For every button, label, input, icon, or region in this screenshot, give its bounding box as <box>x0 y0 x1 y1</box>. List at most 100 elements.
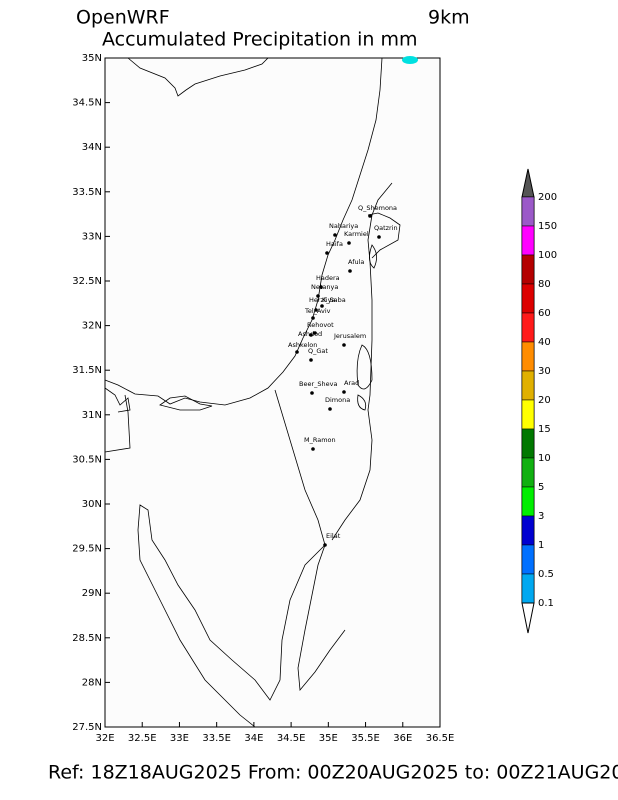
lon-label: 33.5E <box>202 733 231 744</box>
colorbar-arrow-bottom <box>521 602 535 634</box>
title: OpenWRF <box>76 7 170 29</box>
colorbar-segment <box>521 573 535 604</box>
colorbar-label: 15 <box>538 424 551 435</box>
lon-label: 34E <box>244 733 263 744</box>
lon-label: 34.5E <box>277 733 306 744</box>
city-label: Hadera <box>316 274 340 282</box>
city-label: Netanya <box>311 283 338 291</box>
city-dot <box>323 543 327 547</box>
city-dot <box>310 391 314 395</box>
city-dot <box>342 390 346 394</box>
colorbar-segment <box>521 544 535 575</box>
lat-label: 34N <box>82 142 102 153</box>
lon-label: 36E <box>393 733 412 744</box>
city-label: Nahariya <box>329 222 358 230</box>
colorbar-label: 3 <box>538 511 544 522</box>
colorbar-label: 60 <box>538 308 551 319</box>
city-label: Q_Gat <box>308 347 328 355</box>
lat-label: 28.5N <box>72 633 102 644</box>
resolution: 9km <box>428 7 470 29</box>
lon-label: 35.5E <box>351 733 380 744</box>
colorbar-label: 200 <box>538 192 557 203</box>
city-dot <box>348 269 352 273</box>
colorbar-segment <box>521 428 535 459</box>
colorbar-segment <box>521 486 535 517</box>
city-label: K_Saba <box>322 296 346 304</box>
city-label: Jerusalem <box>333 332 366 340</box>
colorbar-arrow-top <box>521 168 535 198</box>
city-label: Qatzrin <box>374 224 398 232</box>
city-dot <box>342 343 346 347</box>
subtitle: Accumulated Precipitation in mm <box>102 29 418 51</box>
colorbar-segment <box>521 312 535 343</box>
precip-area <box>402 56 418 64</box>
lon-label: 32.5E <box>128 733 157 744</box>
city-label: M_Ramon <box>304 436 336 444</box>
lat-label: 27.5N <box>72 722 102 733</box>
city-dot <box>377 235 381 239</box>
colorbar-segment <box>521 399 535 430</box>
lat-label: 31.5N <box>72 365 102 376</box>
city-label: Haifa <box>326 240 343 248</box>
colorbar-label: 100 <box>538 250 557 261</box>
lat-label: 30.5N <box>72 454 102 465</box>
lon-label: 33E <box>170 733 189 744</box>
lat-label: 33N <box>82 231 102 242</box>
lat-label: 35N <box>82 53 102 64</box>
city-dot <box>368 214 372 218</box>
colorbar-label: 80 <box>538 279 551 290</box>
lat-label: 29N <box>82 588 102 599</box>
city-label: Beer_Sheva <box>299 380 337 388</box>
colorbar-segment <box>521 283 535 314</box>
city-dot <box>311 316 315 320</box>
colorbar-segment <box>521 196 535 227</box>
map-frame <box>104 57 441 728</box>
lat-label: 31N <box>82 410 102 421</box>
city-label: Rehovot <box>307 321 334 329</box>
colorbar-segment <box>521 457 535 488</box>
colorbar-label: 20 <box>538 395 551 406</box>
lat-label: 28N <box>82 677 102 688</box>
lat-label: 33.5N <box>72 187 102 198</box>
city-label: Herzliya <box>309 296 335 304</box>
city-dot <box>309 358 313 362</box>
colorbar-segment <box>521 515 535 546</box>
city-dot <box>313 331 317 335</box>
city-dot <box>328 407 332 411</box>
city-label: Karmiel <box>344 230 369 238</box>
colorbar-label: 5 <box>538 482 544 493</box>
lat-label: 29.5N <box>72 544 102 555</box>
city-dot <box>320 304 324 308</box>
city-dot <box>314 308 318 312</box>
colorbar-label: 40 <box>538 337 551 348</box>
colorbar-label: 0.5 <box>538 569 554 580</box>
city-label: Eilat <box>326 532 341 540</box>
city-dot <box>316 294 320 298</box>
lat-label: 32.5N <box>72 276 102 287</box>
colorbar-label: 10 <box>538 453 551 464</box>
city-label: Ashkelon <box>288 341 317 349</box>
city-dot <box>311 447 315 451</box>
city-label: Ashdod <box>298 330 322 338</box>
colorbar-label: 1 <box>538 540 544 551</box>
lat-label: 30N <box>82 499 102 510</box>
lon-label: 35E <box>319 733 338 744</box>
city-label: Q_Shemona <box>358 204 397 212</box>
lon-label: 32E <box>95 733 114 744</box>
city-dot <box>347 241 351 245</box>
city-dot <box>333 233 337 237</box>
footer: Ref: 18Z18AUG2025 From: 00Z20AUG2025 to:… <box>48 762 618 784</box>
colorbar-segment <box>521 370 535 401</box>
lon-label: 36.5E <box>426 733 455 744</box>
city-dot <box>309 333 313 337</box>
city-dot <box>325 251 329 255</box>
lat-label: 34.5N <box>72 98 102 109</box>
city-label: Dimona <box>325 396 350 404</box>
lat-label: 32N <box>82 321 102 332</box>
city-dot <box>295 350 299 354</box>
geography <box>104 57 401 728</box>
colorbar-segment <box>521 341 535 372</box>
colorbar-segment <box>521 225 535 256</box>
colorbar-segment <box>521 254 535 285</box>
